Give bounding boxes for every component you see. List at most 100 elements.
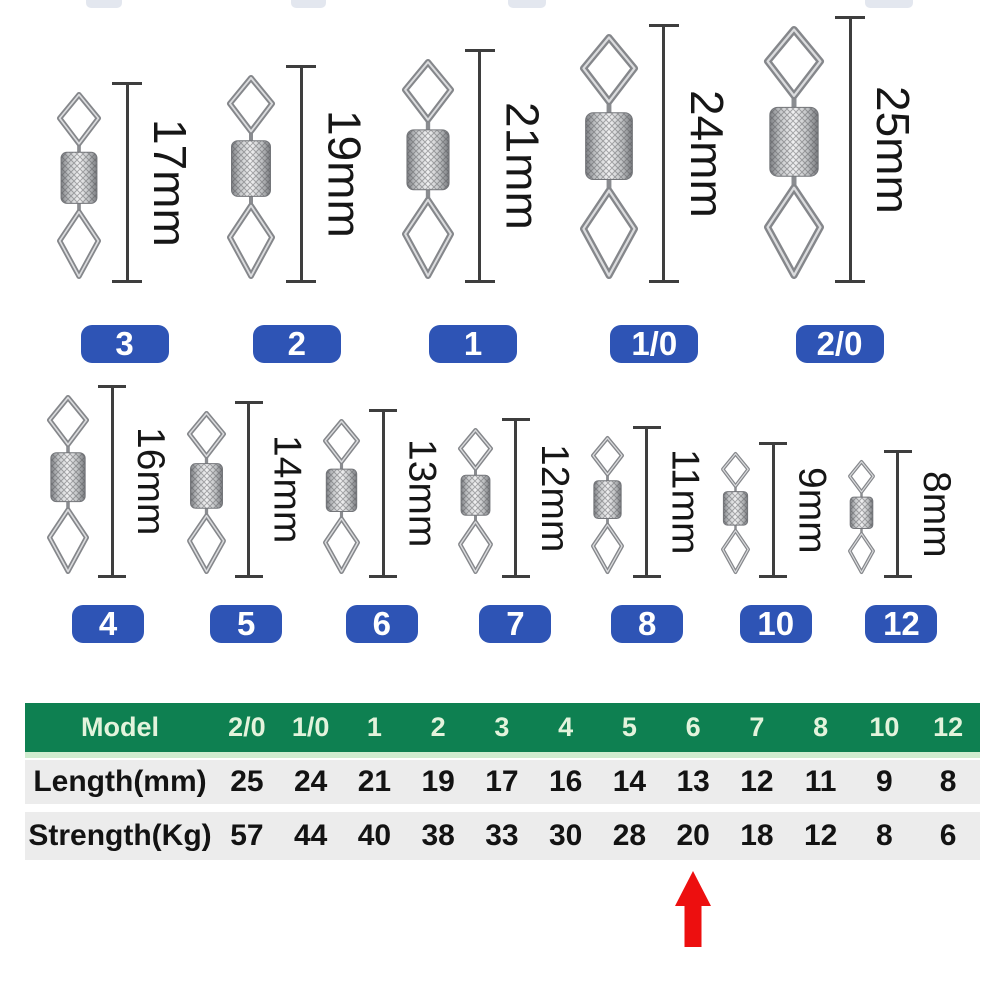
swivel-illustration: [721, 452, 751, 574]
spec-table: Model 2/0 1/0 1 2 3 4 5 6 7 8 10 12 Length(mm) 25 24 21…: [25, 703, 980, 860]
spec-value: 38: [421, 819, 455, 852]
model-column-header: 5: [621, 712, 637, 742]
model-column-header: 8: [813, 712, 829, 742]
cropped-artifact: [86, 0, 122, 8]
swivel-row-bottom: 16mm 4 14mm 5 13mm: [46, 380, 958, 643]
spec-value: 8: [876, 819, 893, 852]
model-column-header: 1: [366, 712, 382, 742]
model-badge: 1/0: [610, 325, 699, 363]
spec-value: 12: [740, 765, 774, 798]
pointer-arrow-icon: [675, 871, 711, 947]
measurement-line: [112, 82, 142, 283]
swivel-figure: 14mm 5: [186, 401, 309, 643]
length-label: 19mm: [318, 110, 371, 238]
swivel-illustration: [186, 411, 226, 575]
spec-value: 25: [230, 765, 264, 798]
length-label: 17mm: [144, 118, 196, 247]
swivel-figure: 17mm 3: [56, 82, 196, 363]
spec-value: 16: [548, 765, 583, 798]
model-header-label: Model: [81, 712, 159, 742]
length-label: 14mm: [265, 435, 309, 544]
cropped-artifact: [865, 0, 913, 8]
model-badge: 2/0: [795, 325, 884, 363]
table-row-strength: Strength(Kg) 57 44 40 38 33 30 28 20 18 12 8 6: [25, 812, 980, 860]
spec-value: 44: [293, 819, 328, 852]
swivel-illustration: [323, 419, 361, 575]
model-column-header: 2/0: [228, 712, 266, 742]
measurement-line: [835, 16, 865, 283]
spec-value: 33: [485, 819, 519, 852]
measurement-line: [369, 409, 398, 578]
spec-value: 8: [939, 765, 957, 798]
spec-value: 6: [939, 819, 957, 852]
model-column-header: 4: [558, 712, 574, 742]
swivel-illustration: [457, 428, 493, 574]
model-badge: 6: [345, 605, 418, 643]
model-badge: 5: [210, 605, 283, 643]
swivel-illustration: [227, 75, 276, 279]
swivel-illustration: [57, 92, 101, 279]
swivel-figure: 13mm 6: [322, 409, 444, 643]
measurement-line: [286, 65, 317, 283]
model-column-header: 7: [749, 712, 765, 742]
swivel-figure: 9mm 10: [720, 442, 834, 643]
model-badge: 2: [252, 325, 341, 363]
model-column-header: 6: [685, 712, 701, 742]
spec-value: 20: [676, 819, 710, 852]
measurement-line: [234, 401, 263, 578]
spec-value: 11: [804, 765, 837, 798]
spec-table-divider: [25, 752, 980, 758]
measurement-line: [464, 49, 495, 283]
model-badge: 4: [72, 605, 144, 643]
model-column-header: 10: [869, 712, 900, 742]
swivel-figure: 24mm 1/0: [579, 24, 733, 363]
spec-value: 19: [421, 765, 455, 798]
measurement-line: [98, 385, 126, 578]
swivel-illustration: [579, 34, 638, 279]
swivel-row-top: 17mm 3 19mm 2 21mm: [56, 16, 919, 363]
table-row-length: Length(mm) 25 24 21 19 17 16 14 13 12 11 9 8: [25, 760, 980, 804]
spec-value: 28: [612, 819, 647, 852]
cropped-artifact: [508, 0, 546, 8]
length-label: 12mm: [532, 443, 576, 553]
length-label: 24mm: [680, 89, 733, 218]
measurement-line: [648, 24, 679, 283]
swivel-illustration: [847, 460, 875, 574]
swivel-illustration: [764, 26, 824, 279]
spec-value: 14: [612, 765, 647, 798]
model-column-header: 12: [933, 712, 964, 742]
swivel-illustration: [401, 59, 454, 279]
length-label: 9mm: [790, 466, 834, 554]
model-badge: 10: [739, 605, 812, 643]
spec-value: 18: [740, 819, 774, 852]
spec-value: 40: [357, 819, 392, 852]
measurement-line: [632, 426, 661, 578]
swivel-figure: 16mm 4: [46, 385, 172, 643]
model-badge: 3: [80, 325, 169, 363]
spec-value: 21: [357, 765, 392, 798]
swivel-figure: 11mm 8: [590, 426, 707, 643]
length-label: 13mm: [400, 439, 444, 548]
length-label: 25mm: [867, 85, 919, 214]
model-column-header: 3: [494, 712, 510, 742]
model-badge: 12: [865, 605, 938, 643]
row-label: Strength(Kg): [28, 819, 212, 852]
cropped-artifact: [291, 0, 326, 8]
length-label: 11mm: [663, 449, 707, 555]
swivel-figure: 21mm 1: [401, 49, 549, 363]
spec-value: 30: [548, 819, 583, 852]
model-badge: 8: [611, 605, 684, 643]
swivel-figure: 8mm 12: [847, 450, 958, 643]
spec-value: 57: [230, 819, 264, 852]
swivel-figure: 25mm 2/0: [763, 16, 919, 363]
spec-value: 13: [676, 765, 710, 798]
measurement-line: [501, 418, 530, 578]
spec-value: 9: [876, 765, 893, 798]
measurement-line: [883, 450, 912, 578]
measurement-line: [759, 442, 788, 578]
swivel-illustration: [47, 395, 89, 574]
model-column-header: 1/0: [291, 712, 330, 742]
model-badge: 1: [429, 325, 517, 363]
swivel-figure: 12mm 7: [457, 418, 576, 643]
